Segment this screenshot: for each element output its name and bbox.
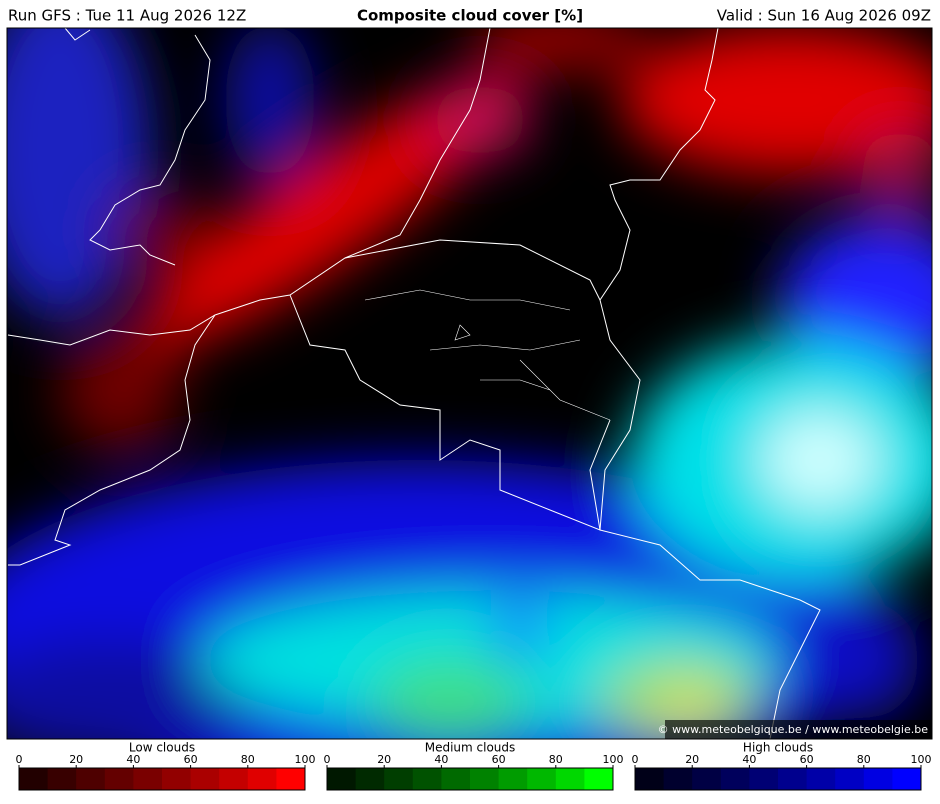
legend-swatch	[19, 768, 49, 790]
legend-frame	[634, 767, 922, 791]
legend-title: Medium clouds	[425, 741, 516, 755]
legend-tick-label: 60	[492, 753, 506, 766]
legend-tick-label: 60	[184, 753, 198, 766]
legend-tick-label: 80	[549, 753, 563, 766]
legend-swatch	[663, 768, 693, 790]
valid-label: Valid : Sun 16 Aug 2026 09Z	[717, 7, 931, 25]
legend-swatch	[190, 768, 220, 790]
legend-tick-label: 80	[857, 753, 871, 766]
legend-swatch	[635, 768, 665, 790]
legend-tick-label: 20	[69, 753, 83, 766]
legend-tick-label: 0	[16, 753, 23, 766]
legend-swatch	[892, 768, 922, 790]
legend-tick-label: 100	[295, 753, 316, 766]
legend-swatch	[247, 768, 277, 790]
legend-swatch	[470, 768, 500, 790]
credit: © www.meteobelgique.be / www.meteobelgie…	[658, 723, 929, 736]
legend-swatch	[219, 768, 249, 790]
legend-swatch	[384, 768, 414, 790]
legend-swatch	[835, 768, 865, 790]
legend-swatch	[720, 768, 750, 790]
legend-swatch	[276, 768, 306, 790]
legend-swatch	[527, 768, 557, 790]
legend-tick-label: 80	[241, 753, 255, 766]
legend-swatch	[806, 768, 836, 790]
legend-swatch	[584, 768, 614, 790]
legend-title: High clouds	[743, 741, 813, 755]
legend-swatch	[498, 768, 528, 790]
legends: Low clouds 0 20 40 60 80 100 Medium clouds 0 20 40…	[16, 741, 932, 791]
legend-swatch	[47, 768, 77, 790]
legend-swatch	[441, 768, 471, 790]
legend-swatch	[863, 768, 893, 790]
legend-tick-label: 100	[603, 753, 624, 766]
legend-swatch	[355, 768, 385, 790]
legend-tick-label: 40	[434, 753, 448, 766]
legend-swatch	[104, 768, 134, 790]
run-label: Run GFS : Tue 11 Aug 2026 12Z	[8, 7, 246, 25]
legend-frame	[326, 767, 614, 791]
legend-swatch	[749, 768, 779, 790]
legend-tick-label: 100	[911, 753, 932, 766]
legend-swatch	[412, 768, 442, 790]
legend-tick-label: 20	[377, 753, 391, 766]
legend-tick-label: 60	[800, 753, 814, 766]
legend-swatch	[162, 768, 192, 790]
legend-title: Low clouds	[129, 741, 195, 755]
legend-tick-label: 40	[126, 753, 140, 766]
legend-swatch	[778, 768, 808, 790]
legend-tick-label: 20	[685, 753, 699, 766]
legend-tick-label: 40	[742, 753, 756, 766]
legend-swatch	[133, 768, 163, 790]
legend-swatch	[76, 768, 106, 790]
map-title: Composite cloud cover [%]	[357, 7, 583, 25]
legend-swatch	[327, 768, 357, 790]
legend-tick-label: 0	[324, 753, 331, 766]
legend-swatch	[692, 768, 722, 790]
legend-tick-label: 0	[632, 753, 639, 766]
legend-swatch	[555, 768, 585, 790]
legend-frame	[18, 767, 306, 791]
